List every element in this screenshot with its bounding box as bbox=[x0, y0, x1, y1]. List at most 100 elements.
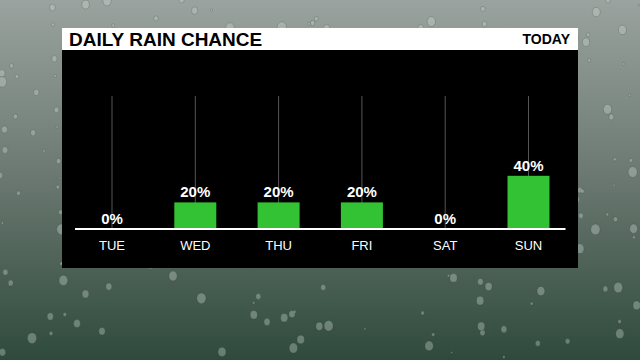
x-axis bbox=[75, 228, 566, 230]
droplet bbox=[629, 158, 632, 162]
bars bbox=[174, 176, 549, 229]
droplet bbox=[264, 318, 270, 325]
droplet bbox=[293, 310, 296, 313]
droplet bbox=[192, 7, 198, 14]
droplet bbox=[591, 224, 600, 235]
droplet bbox=[179, 0, 184, 3]
droplet bbox=[432, 333, 435, 337]
droplet bbox=[324, 320, 333, 331]
droplet bbox=[2, 147, 8, 154]
droplet bbox=[618, 320, 621, 324]
droplet bbox=[579, 213, 584, 219]
droplet bbox=[451, 351, 453, 353]
droplet bbox=[485, 283, 492, 291]
droplet bbox=[58, 177, 60, 179]
droplet bbox=[74, 320, 81, 328]
droplet bbox=[616, 329, 624, 339]
droplet bbox=[535, 341, 540, 347]
droplet bbox=[613, 184, 615, 186]
droplet bbox=[56, 185, 60, 189]
data-label: 0% bbox=[101, 210, 123, 227]
droplet bbox=[481, 6, 485, 11]
data-label: 40% bbox=[513, 157, 543, 174]
droplet bbox=[250, 311, 257, 320]
droplet bbox=[308, 22, 311, 25]
droplet bbox=[633, 301, 640, 310]
droplet bbox=[51, 23, 54, 27]
droplet bbox=[49, 331, 53, 335]
droplet bbox=[112, 24, 115, 27]
droplet bbox=[614, 282, 623, 292]
droplet bbox=[603, 104, 611, 114]
droplet bbox=[628, 94, 630, 97]
droplet bbox=[630, 224, 638, 233]
droplet bbox=[8, 280, 13, 286]
droplet bbox=[613, 157, 616, 161]
bar bbox=[508, 176, 550, 229]
droplet bbox=[281, 314, 288, 322]
droplet bbox=[530, 302, 533, 305]
droplet bbox=[10, 64, 14, 69]
droplet bbox=[82, 0, 89, 9]
droplet bbox=[9, 284, 11, 286]
droplet bbox=[310, 21, 314, 26]
droplet bbox=[256, 294, 261, 300]
droplet bbox=[633, 236, 636, 239]
droplet bbox=[592, 7, 600, 16]
droplet bbox=[297, 335, 304, 344]
x-tick-label: WED bbox=[180, 238, 210, 253]
x-tick-label: TUE bbox=[99, 238, 125, 253]
droplet bbox=[82, 290, 89, 298]
droplet bbox=[52, 56, 57, 62]
droplet bbox=[476, 296, 483, 305]
title-bar bbox=[62, 28, 578, 50]
droplet bbox=[638, 4, 640, 6]
droplet bbox=[34, 89, 39, 95]
droplet bbox=[628, 167, 637, 178]
droplet bbox=[501, 326, 507, 333]
droplet bbox=[316, 322, 323, 330]
droplet bbox=[50, 4, 56, 11]
droplet bbox=[314, 16, 318, 21]
droplet bbox=[537, 286, 545, 295]
droplet bbox=[606, 213, 609, 216]
droplet bbox=[1, 222, 3, 225]
droplet bbox=[565, 339, 570, 344]
bar bbox=[341, 202, 383, 229]
droplet bbox=[47, 313, 53, 320]
droplet bbox=[427, 17, 435, 27]
droplet bbox=[43, 149, 46, 152]
droplet bbox=[478, 322, 485, 330]
droplet bbox=[623, 62, 626, 65]
chart-svg: DAILY RAIN CHANCETODAY0%20%20%20%0%40%TU… bbox=[0, 0, 640, 360]
droplet bbox=[3, 269, 8, 275]
page: {"chart_data": {"type": "bar", "title": … bbox=[0, 0, 640, 360]
x-tick-label: SAT bbox=[433, 238, 457, 253]
droplet bbox=[211, 9, 213, 12]
subtitle: TODAY bbox=[523, 31, 571, 47]
background bbox=[0, 0, 640, 360]
droplet bbox=[478, 278, 484, 285]
droplet bbox=[587, 33, 590, 37]
droplet bbox=[603, 286, 608, 292]
droplet bbox=[54, 74, 57, 77]
droplet bbox=[588, 59, 591, 63]
droplet bbox=[106, 283, 112, 290]
droplet bbox=[0, 172, 3, 178]
droplet bbox=[609, 114, 614, 120]
droplet bbox=[0, 348, 6, 356]
droplet bbox=[618, 25, 626, 34]
droplet bbox=[447, 274, 449, 277]
droplet bbox=[99, 328, 105, 336]
droplet bbox=[482, 21, 487, 27]
droplet bbox=[289, 343, 297, 353]
droplet bbox=[606, 0, 610, 3]
x-tick-label: THU bbox=[265, 238, 292, 253]
droplet bbox=[197, 293, 206, 304]
droplet bbox=[253, 301, 255, 304]
droplet bbox=[103, 0, 111, 6]
droplet bbox=[59, 275, 68, 285]
droplet bbox=[218, 347, 226, 356]
droplet bbox=[17, 191, 21, 196]
droplet bbox=[30, 130, 35, 136]
